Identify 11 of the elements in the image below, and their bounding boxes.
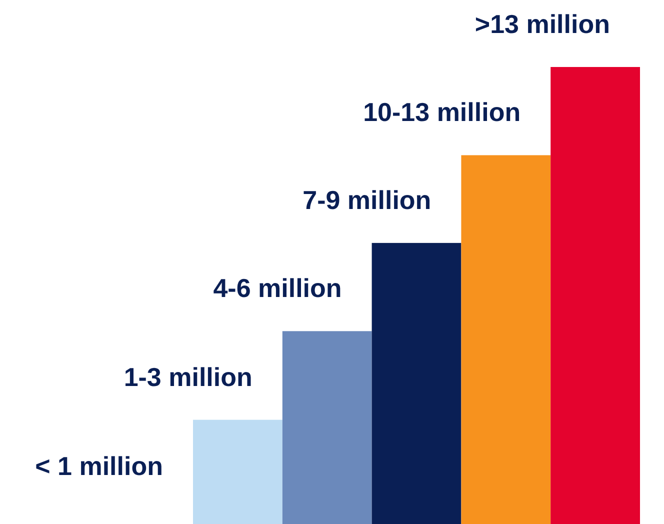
- annotation: 1-3 million: [124, 362, 252, 392]
- annotation: 10-13 million: [363, 97, 521, 128]
- bar: [372, 242, 462, 524]
- text: >13 million: [474, 9, 610, 39]
- annotation: 4-6 million: [213, 273, 342, 304]
- bar: [193, 420, 282, 524]
- annotation: 7-9 million: [302, 184, 432, 215]
- bar: [550, 67, 640, 524]
- text: < 1 million: [35, 451, 163, 481]
- bar: [461, 155, 551, 524]
- bar: [282, 331, 372, 524]
